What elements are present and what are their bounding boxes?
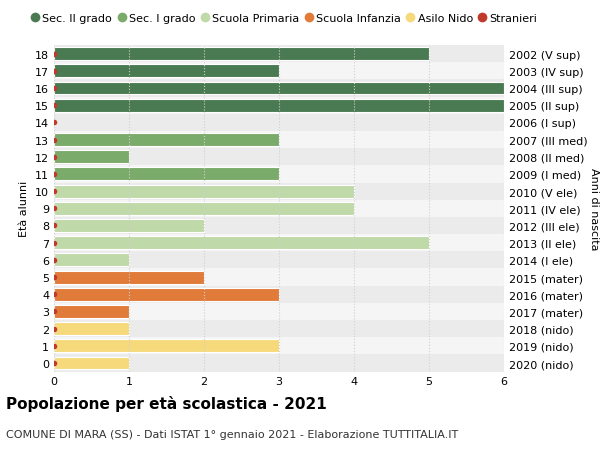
Bar: [54, 46, 504, 63]
Bar: [54, 100, 504, 112]
Bar: [54, 65, 279, 78]
Text: COMUNE DI MARA (SS) - Dati ISTAT 1° gennaio 2021 - Elaborazione TUTTITALIA.IT: COMUNE DI MARA (SS) - Dati ISTAT 1° genn…: [6, 429, 458, 439]
Bar: [54, 114, 504, 132]
Bar: [54, 218, 504, 235]
Bar: [54, 235, 504, 252]
Bar: [54, 183, 504, 200]
Bar: [54, 82, 504, 95]
Bar: [54, 323, 129, 336]
Bar: [54, 97, 504, 114]
Bar: [54, 132, 504, 149]
Bar: [54, 80, 504, 97]
Bar: [54, 355, 504, 372]
Bar: [54, 303, 504, 320]
Bar: [54, 185, 354, 198]
Bar: [54, 269, 504, 286]
Bar: [54, 134, 279, 147]
Bar: [54, 288, 279, 301]
Bar: [54, 168, 279, 181]
Bar: [54, 254, 129, 267]
Bar: [54, 202, 354, 215]
Bar: [54, 200, 504, 218]
Bar: [54, 340, 279, 353]
Bar: [54, 219, 204, 232]
Bar: [54, 48, 429, 61]
Bar: [54, 357, 129, 369]
Bar: [54, 305, 129, 318]
Bar: [54, 271, 204, 284]
Bar: [54, 337, 504, 355]
Bar: [54, 149, 504, 166]
Text: Popolazione per età scolastica - 2021: Popolazione per età scolastica - 2021: [6, 395, 327, 411]
Bar: [54, 252, 504, 269]
Bar: [54, 320, 504, 337]
Bar: [54, 166, 504, 183]
Bar: [54, 286, 504, 303]
Bar: [54, 151, 129, 164]
Legend: Sec. II grado, Sec. I grado, Scuola Primaria, Scuola Infanzia, Asilo Nido, Stran: Sec. II grado, Sec. I grado, Scuola Prim…: [28, 9, 542, 29]
Y-axis label: Anni di nascita: Anni di nascita: [589, 168, 599, 250]
Y-axis label: Età alunni: Età alunni: [19, 181, 29, 237]
Bar: [54, 63, 504, 80]
Bar: [54, 237, 429, 250]
